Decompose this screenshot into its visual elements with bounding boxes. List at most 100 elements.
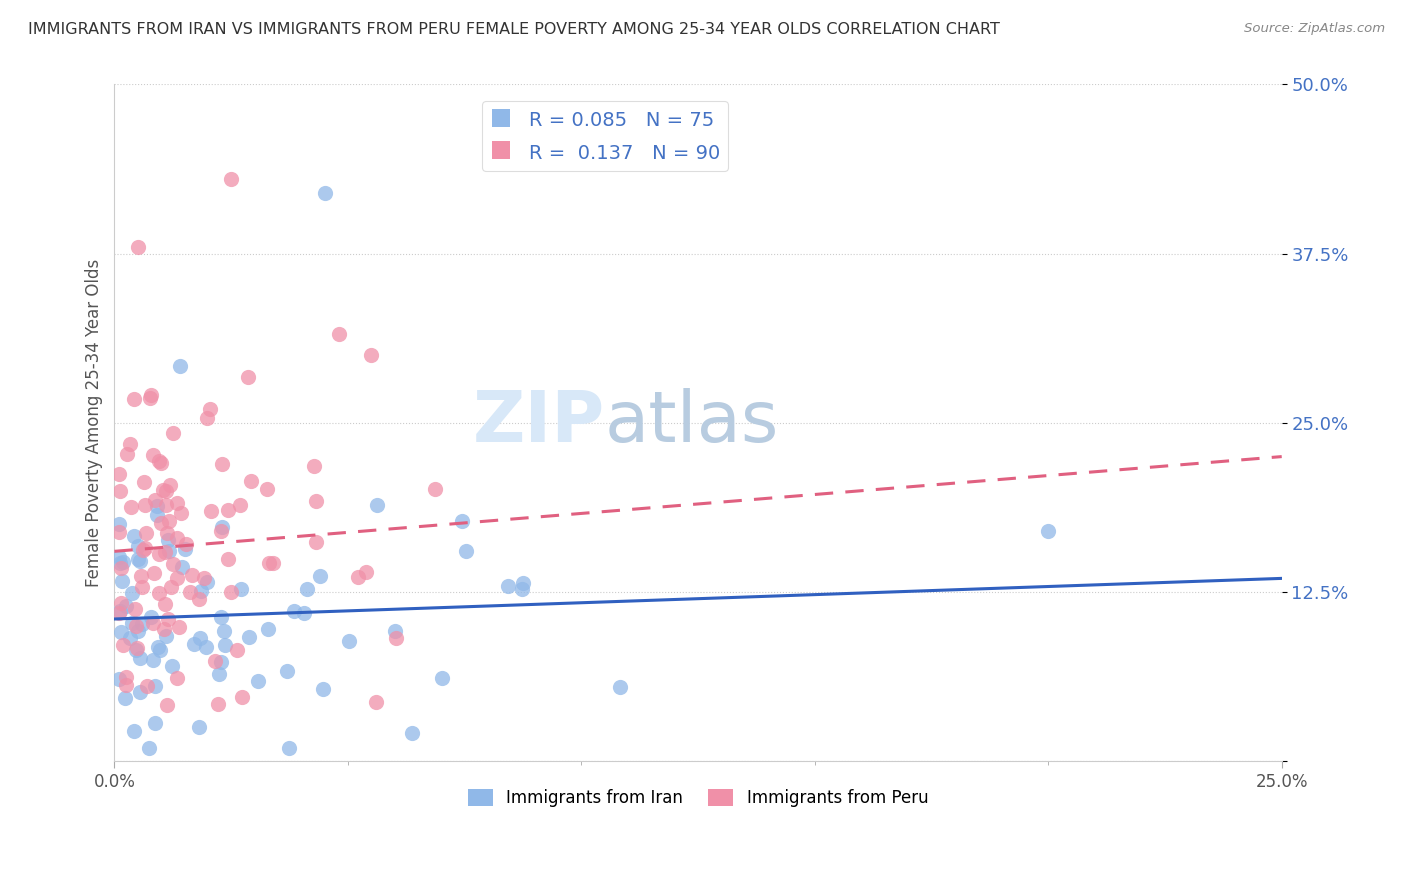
Point (112, 555, 135, 569)
Point (384, 624, 406, 638)
Point (134, 475, 156, 490)
Point (195, 411, 218, 425)
Point (217, 552, 239, 566)
Point (138, 740, 160, 755)
Point (209, 524, 232, 538)
Point (108, 549, 131, 564)
Point (256, 482, 278, 496)
Point (423, 482, 446, 496)
Point (153, 545, 176, 559)
Point (155, 498, 177, 512)
Point (211, 520, 233, 534)
Point (153, 597, 176, 611)
Point (134, 541, 156, 555)
Point (276, 664, 298, 678)
Point (238, 630, 260, 644)
Y-axis label: Female Poverty Among 25-34 Year Olds: Female Poverty Among 25-34 Year Olds (86, 259, 103, 587)
Point (193, 571, 215, 585)
Point (136, 679, 159, 693)
Point (238, 369, 260, 384)
Point (162, 557, 184, 571)
Point (148, 454, 170, 468)
Point (118, 437, 141, 451)
Point (115, 678, 138, 692)
Point (118, 631, 141, 645)
Point (1038, 524, 1060, 538)
Point (174, 542, 197, 557)
Text: Source: ZipAtlas.com: Source: ZipAtlas.com (1244, 22, 1385, 36)
Point (430, 671, 453, 685)
Point (162, 425, 184, 440)
Point (111, 574, 134, 589)
Point (297, 582, 319, 596)
Point (209, 655, 232, 669)
Point (257, 622, 280, 636)
Point (170, 506, 193, 520)
Point (143, 716, 166, 731)
Point (108, 467, 131, 482)
Point (337, 634, 360, 648)
Point (127, 240, 149, 254)
Point (124, 602, 146, 616)
Point (157, 514, 180, 528)
Point (198, 402, 221, 417)
Point (208, 667, 231, 681)
Point (166, 496, 188, 510)
Point (146, 640, 169, 654)
Point (156, 526, 179, 541)
Point (450, 514, 472, 528)
Point (115, 447, 138, 461)
Point (366, 499, 388, 513)
Point (139, 387, 162, 401)
Point (122, 392, 145, 406)
Point (217, 503, 239, 517)
Point (115, 670, 138, 684)
Point (108, 484, 131, 499)
Point (166, 671, 188, 685)
Point (166, 571, 188, 585)
Point (155, 484, 177, 499)
Point (169, 620, 191, 634)
Point (127, 624, 149, 638)
Point (146, 508, 169, 523)
Point (188, 631, 211, 645)
Point (131, 616, 153, 631)
Point (129, 568, 152, 582)
Point (305, 534, 328, 549)
Point (169, 359, 191, 373)
Point (454, 543, 477, 558)
Point (150, 516, 173, 530)
Point (219, 585, 242, 599)
Point (496, 579, 519, 593)
Point (156, 698, 179, 712)
Point (125, 641, 148, 656)
Point (152, 483, 174, 497)
Point (108, 607, 131, 621)
Point (305, 493, 328, 508)
Point (145, 499, 167, 513)
Point (200, 503, 222, 517)
Point (512, 575, 534, 590)
Point (134, 498, 156, 512)
Point (609, 680, 631, 694)
Point (143, 679, 166, 693)
Point (148, 547, 170, 561)
Point (309, 569, 332, 583)
Point (115, 599, 138, 613)
Point (188, 591, 211, 606)
Point (385, 631, 408, 645)
Point (108, 604, 131, 618)
Point (194, 640, 217, 655)
Point (195, 575, 218, 590)
Point (148, 586, 170, 600)
Point (121, 615, 143, 630)
Point (226, 643, 249, 657)
Point (108, 516, 131, 531)
Point (149, 642, 172, 657)
Point (159, 478, 181, 492)
Point (240, 475, 263, 489)
Point (262, 556, 284, 570)
Point (190, 583, 212, 598)
Point (257, 557, 280, 571)
Point (131, 580, 153, 594)
